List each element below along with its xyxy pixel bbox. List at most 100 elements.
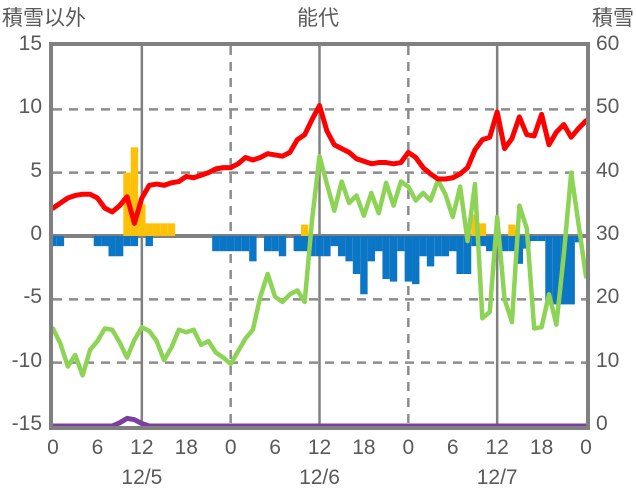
x-tick-label: 12 bbox=[130, 436, 154, 459]
bar bbox=[508, 224, 516, 236]
x-tick-label: 0 bbox=[402, 436, 415, 459]
x-tick-label: 12 bbox=[307, 436, 332, 459]
right-tick-label: 10 bbox=[596, 348, 620, 372]
bar bbox=[456, 236, 464, 274]
bar bbox=[508, 236, 516, 252]
bar bbox=[53, 236, 57, 247]
x-tick-label: 0 bbox=[224, 436, 237, 459]
bar bbox=[419, 236, 427, 257]
bar bbox=[145, 236, 153, 247]
bar bbox=[130, 147, 139, 236]
bar bbox=[123, 236, 131, 247]
bar bbox=[226, 236, 235, 252]
bar bbox=[160, 223, 168, 236]
right-tick-label: 40 bbox=[596, 158, 620, 182]
bar bbox=[530, 236, 538, 242]
bar bbox=[389, 236, 398, 282]
x-tick-label: 6 bbox=[269, 436, 281, 459]
bar bbox=[515, 236, 524, 264]
bar bbox=[300, 224, 309, 236]
bar bbox=[293, 236, 301, 252]
x-tick-label: 6 bbox=[446, 436, 459, 459]
x-tick-label: 18 bbox=[352, 436, 376, 459]
bar bbox=[234, 236, 242, 252]
bar bbox=[219, 236, 227, 252]
bar bbox=[330, 236, 339, 247]
bar bbox=[537, 236, 546, 242]
bar bbox=[545, 236, 553, 305]
chart-title: 能代 bbox=[297, 7, 339, 30]
bar bbox=[441, 236, 450, 257]
bar bbox=[352, 236, 361, 274]
day-label: 12/7 bbox=[476, 466, 518, 489]
bar bbox=[382, 236, 390, 280]
right-tick-label: 0 bbox=[596, 412, 608, 435]
bar bbox=[93, 236, 102, 247]
bar bbox=[478, 223, 487, 236]
bar bbox=[263, 236, 272, 252]
bar bbox=[338, 236, 346, 257]
bar bbox=[249, 236, 257, 262]
bar bbox=[426, 236, 435, 267]
bar bbox=[397, 236, 405, 252]
left-tick-label: 15 bbox=[18, 32, 42, 55]
bar bbox=[315, 236, 324, 257]
bar bbox=[108, 236, 116, 257]
day-label: 12/6 bbox=[299, 466, 340, 489]
left-tick-label: 0 bbox=[30, 222, 42, 245]
bar bbox=[463, 236, 472, 274]
x-tick-label: 18 bbox=[174, 436, 198, 459]
bar bbox=[360, 236, 368, 295]
bar bbox=[138, 204, 146, 236]
bar bbox=[552, 236, 561, 305]
left-tick-label: 5 bbox=[30, 158, 42, 182]
bar bbox=[486, 236, 494, 252]
bar bbox=[471, 236, 479, 247]
bar bbox=[271, 236, 279, 252]
bar bbox=[241, 236, 250, 252]
bar bbox=[278, 236, 287, 257]
right-tick-label: 20 bbox=[596, 285, 620, 309]
humidity-line-series bbox=[53, 153, 586, 378]
x-tick-label: 0 bbox=[580, 436, 592, 459]
bar bbox=[152, 223, 161, 236]
right-tick-label: 50 bbox=[596, 95, 620, 119]
right-axis-title: 積雪 bbox=[592, 7, 634, 30]
x-tick-label: 12 bbox=[485, 436, 509, 459]
bar bbox=[434, 236, 442, 257]
bar bbox=[56, 236, 65, 247]
bar bbox=[101, 236, 109, 247]
bar bbox=[308, 236, 316, 257]
snow-depth-line-series bbox=[53, 415, 586, 426]
right-tick-label: 30 bbox=[596, 222, 620, 245]
bar bbox=[367, 236, 376, 262]
bar bbox=[345, 236, 353, 262]
bar bbox=[500, 236, 509, 252]
bar bbox=[471, 214, 479, 236]
bar bbox=[115, 236, 124, 257]
bar bbox=[167, 223, 176, 236]
day-label: 12/5 bbox=[121, 466, 163, 489]
left-axis-title: 積雪以外 bbox=[2, 7, 86, 30]
bar bbox=[130, 236, 139, 247]
x-tick-label: 6 bbox=[91, 436, 104, 459]
left-tick-label: 10 bbox=[18, 95, 42, 119]
right-tick-label: 60 bbox=[596, 32, 620, 55]
bar bbox=[375, 236, 383, 252]
bar bbox=[145, 223, 153, 236]
x-tick-label: 18 bbox=[529, 436, 554, 459]
bar bbox=[567, 236, 575, 305]
left-tick-label: -15 bbox=[11, 412, 42, 435]
bar bbox=[449, 236, 457, 252]
left-tick-label: -10 bbox=[11, 348, 42, 372]
bar bbox=[412, 236, 420, 285]
bar bbox=[300, 236, 309, 252]
plot-area bbox=[49, 42, 590, 430]
bar bbox=[478, 236, 487, 247]
left-tick-label: -5 bbox=[23, 285, 42, 309]
bar bbox=[404, 236, 413, 282]
temperature-line-series bbox=[53, 103, 586, 226]
data-layer bbox=[53, 103, 586, 426]
bar bbox=[212, 236, 220, 252]
